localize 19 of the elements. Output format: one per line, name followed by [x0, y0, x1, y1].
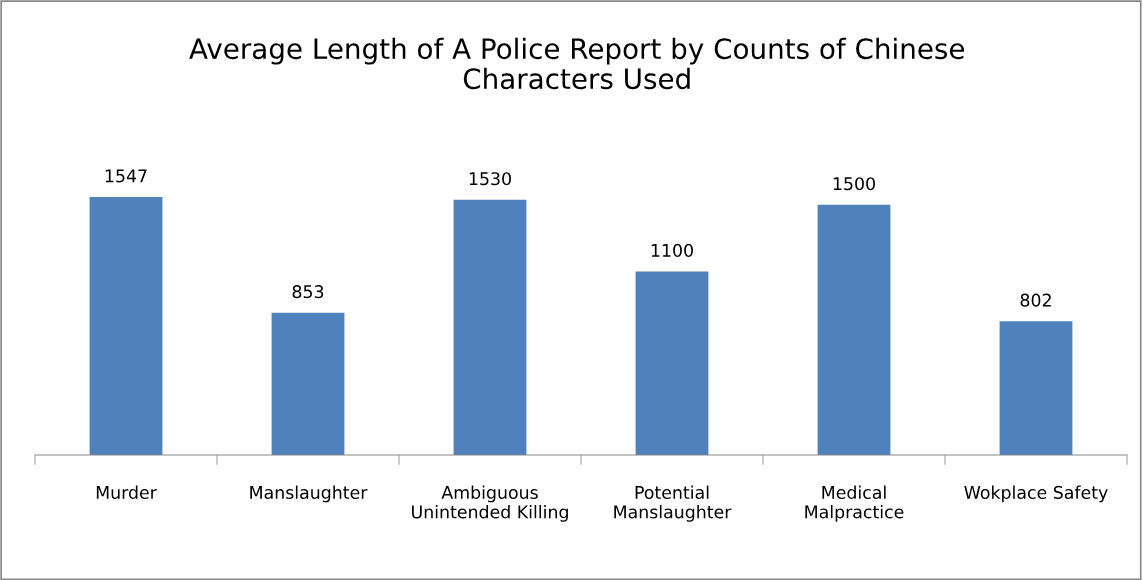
- bar: [999, 321, 1073, 455]
- data-label: 853: [292, 285, 324, 299]
- x-tick-label: Wokplace Safety: [964, 485, 1108, 503]
- chart-title: Average Length of A Police Report by Counts of Chinese Characters Used: [189, 37, 964, 90]
- bar: [89, 196, 163, 455]
- bar: [271, 312, 345, 455]
- bar: [817, 204, 891, 455]
- x-tick-label: Murder: [96, 485, 157, 499]
- x-tick-label: Ambiguous Unintended Killing: [412, 485, 568, 522]
- x-tick-label: Potential Manslaughter: [614, 485, 732, 522]
- bar: [635, 271, 709, 455]
- data-label: 1500: [833, 177, 875, 191]
- data-label: 1100: [651, 243, 693, 258]
- x-tick-label: Medical Malpractice: [805, 485, 904, 522]
- data-label: 1547: [105, 169, 147, 183]
- data-label: 1530: [469, 172, 511, 186]
- bar: [453, 199, 527, 455]
- x-tick-label: Manslaughter: [250, 485, 368, 503]
- data-label: 802: [1020, 293, 1051, 307]
